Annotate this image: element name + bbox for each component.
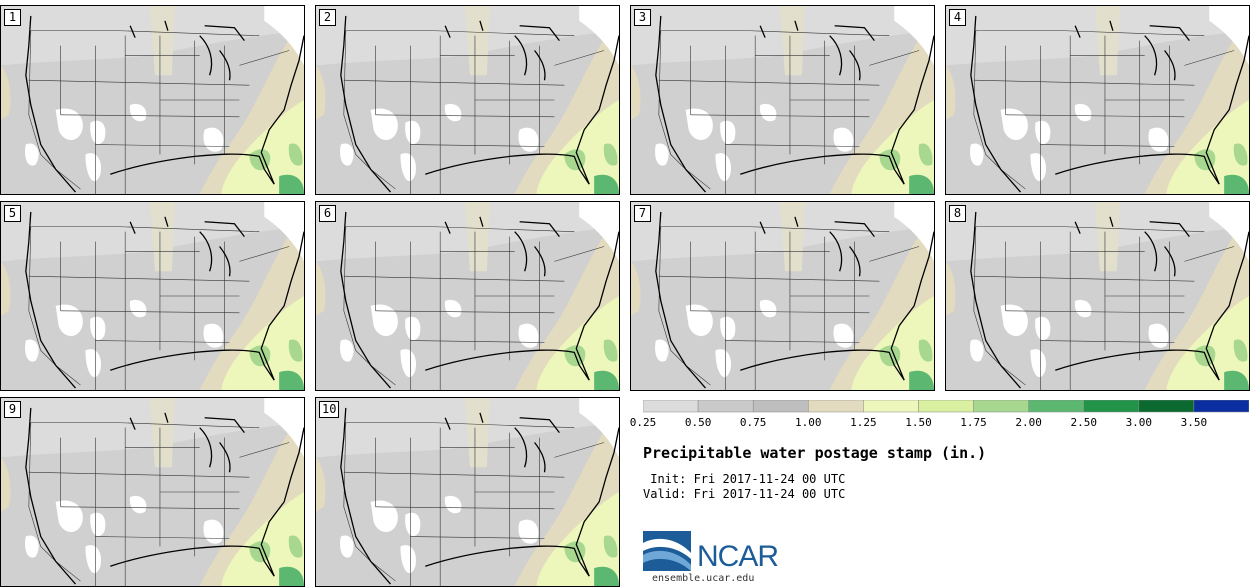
member-number: 10 <box>319 401 340 418</box>
map <box>316 202 619 390</box>
colorbar <box>643 400 1249 413</box>
member-panel: 7 <box>630 201 935 391</box>
init-time: Init: Fri 2017-11-24 00 UTC <box>643 472 846 486</box>
site-url: ensemble.ucar.edu <box>652 573 755 584</box>
member-number: 3 <box>634 9 651 26</box>
colorbar-tick: 3.50 <box>1180 416 1208 429</box>
colorbar-segment <box>808 400 864 413</box>
map <box>946 202 1249 390</box>
member-number: 2 <box>319 9 336 26</box>
member-number: 7 <box>634 205 651 222</box>
colorbar-segment <box>973 400 1029 413</box>
colorbar-segment <box>697 400 754 413</box>
ncar-logo-icon <box>643 531 691 571</box>
member-panel: 4 <box>945 5 1250 195</box>
colorbar-tick: 3.00 <box>1125 416 1153 429</box>
member-number: 1 <box>4 9 21 26</box>
chart-title: Precipitable water postage stamp (in.) <box>643 444 987 462</box>
member-number: 8 <box>949 205 966 222</box>
colorbar-tick: 0.25 <box>629 416 657 429</box>
member-panel: 1 <box>0 5 305 195</box>
member-panel: 5 <box>0 201 305 391</box>
member-panel: 9 <box>0 397 305 587</box>
member-number: 5 <box>4 205 21 222</box>
colorbar-tick: 0.75 <box>739 416 767 429</box>
colorbar-segment <box>1138 400 1195 413</box>
colorbar-segment <box>863 400 919 413</box>
map <box>631 202 934 390</box>
member-number: 4 <box>949 9 966 26</box>
map <box>1 398 304 586</box>
member-number: 9 <box>4 401 21 418</box>
colorbar-segment <box>643 400 699 413</box>
colorbar-segment <box>1083 400 1140 413</box>
colorbar-tick: 2.50 <box>1070 416 1097 429</box>
colorbar-tick: 2.00 <box>1015 416 1042 429</box>
map <box>316 398 619 586</box>
colorbar-tick: 1.00 <box>795 416 822 429</box>
member-number: 6 <box>319 205 336 222</box>
ncar-logo-text: NCAR <box>697 540 779 573</box>
colorbar-segment <box>1028 400 1084 413</box>
map <box>1 6 304 194</box>
member-panel: 8 <box>945 201 1250 391</box>
map <box>946 6 1249 194</box>
member-panel: 2 <box>315 5 620 195</box>
valid-time: Valid: Fri 2017-11-24 00 UTC <box>643 487 846 501</box>
member-panel: 6 <box>315 201 620 391</box>
member-panel: 10 <box>315 397 620 587</box>
colorbar-segment <box>1193 400 1249 413</box>
colorbar-tick: 1.75 <box>960 416 987 429</box>
colorbar-tick: 1.50 <box>905 416 932 429</box>
colorbar-segment <box>752 400 809 413</box>
colorbar-tick: 1.25 <box>850 416 877 429</box>
member-panel: 3 <box>630 5 935 195</box>
colorbar-tick: 0.50 <box>684 416 712 429</box>
map <box>316 6 619 194</box>
colorbar-segment <box>918 400 974 413</box>
map <box>631 6 934 194</box>
map <box>1 202 304 390</box>
